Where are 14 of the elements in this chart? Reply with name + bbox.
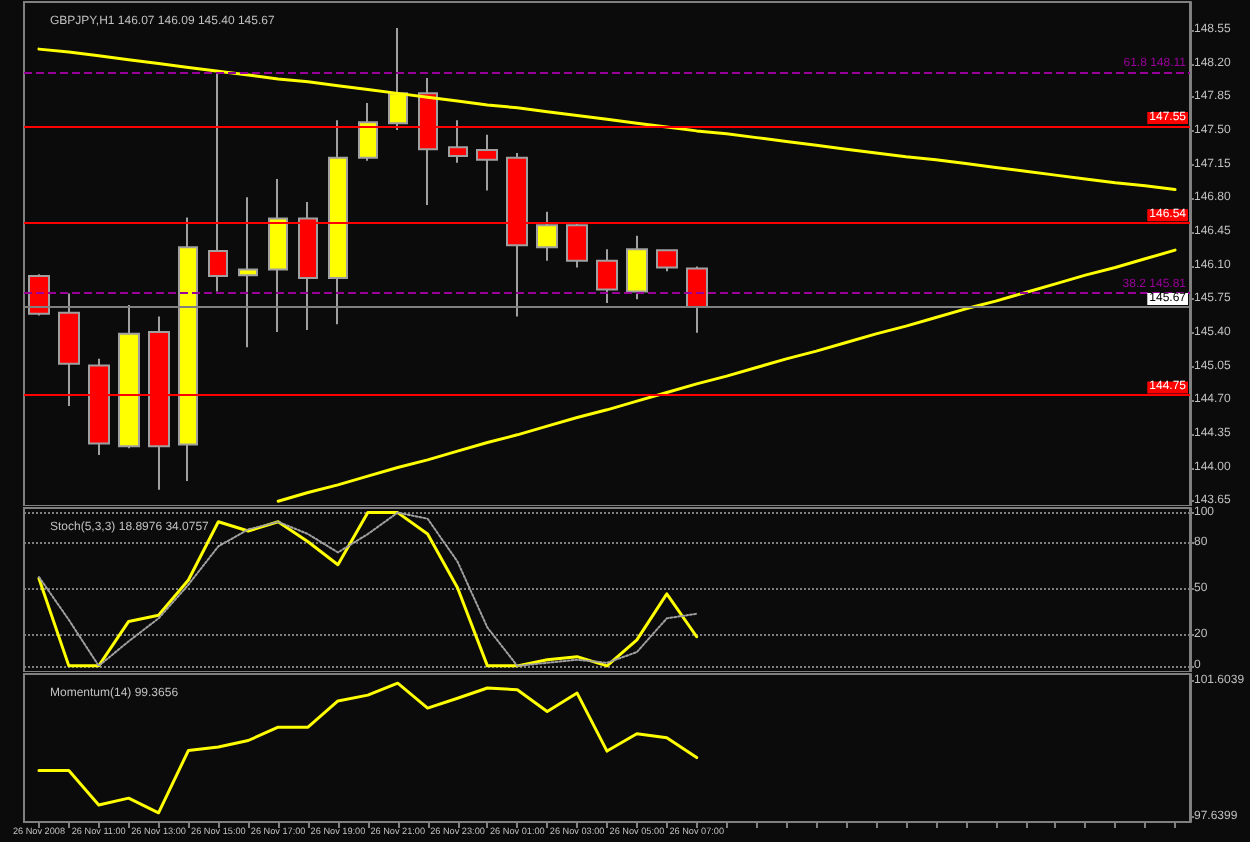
candlestick: [656, 248, 678, 273]
candlestick: [626, 234, 648, 301]
candlestick: [358, 101, 378, 162]
candlestick: [178, 216, 198, 482]
candlestick: [238, 196, 258, 349]
candlestick: [596, 248, 618, 305]
line-series: [37, 681, 699, 815]
candlestick: [28, 273, 50, 317]
candlestick: [118, 303, 140, 450]
candlestick: [328, 119, 348, 326]
candlestick: [268, 177, 288, 333]
candlestick: [536, 210, 558, 262]
candlestick: [476, 133, 498, 192]
candlestick: [686, 265, 708, 334]
